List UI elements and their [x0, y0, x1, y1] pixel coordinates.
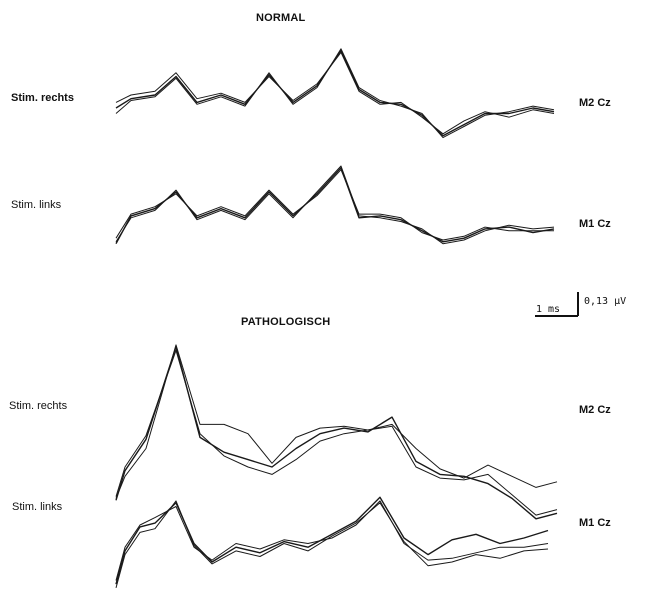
trace-right-label-normal-m2: M2 Cz: [579, 97, 611, 109]
trace-line-normal-1-0: [115, 167, 555, 245]
trace-line-patho-0-1: [115, 349, 558, 516]
trace-right-label-patho-m1: M1 Cz: [579, 517, 611, 529]
normal-panel-title: NORMAL: [256, 12, 306, 24]
trace-line-patho-0-0: [115, 346, 558, 520]
trace-right-label-normal-m1: M1 Cz: [579, 218, 611, 230]
trace-line-normal-0-2: [115, 48, 555, 139]
scale-bar-amplitude-label: 0,13 µV: [584, 296, 627, 307]
trace-line-patho-1-2: [115, 500, 549, 589]
trace-left-label-patho-left: Stim. links: [12, 501, 63, 513]
trace-right-label-patho-m2: M2 Cz: [579, 404, 611, 416]
trace-left-label-normal-right: Stim. rechts: [11, 92, 74, 104]
pathologic-panel-title: PATHOLOGISCH: [241, 316, 331, 328]
trace-line-patho-1-1: [115, 500, 549, 581]
trace-left-label-normal-left: Stim. links: [11, 199, 62, 211]
traces-layer: [115, 48, 558, 589]
trace-line-normal-1-2: [115, 165, 555, 245]
trace-left-label-patho-right: Stim. rechts: [9, 400, 68, 412]
trace-line-patho-0-2: [115, 344, 558, 499]
scale-bar: [535, 292, 579, 317]
trace-line-normal-0-1: [115, 51, 555, 135]
scale-bar-time-label: 1 ms: [536, 304, 561, 315]
trace-line-normal-0-0: [115, 49, 555, 137]
trace-line-patho-1-0: [115, 496, 549, 585]
trace-line-normal-1-1: [115, 169, 554, 241]
